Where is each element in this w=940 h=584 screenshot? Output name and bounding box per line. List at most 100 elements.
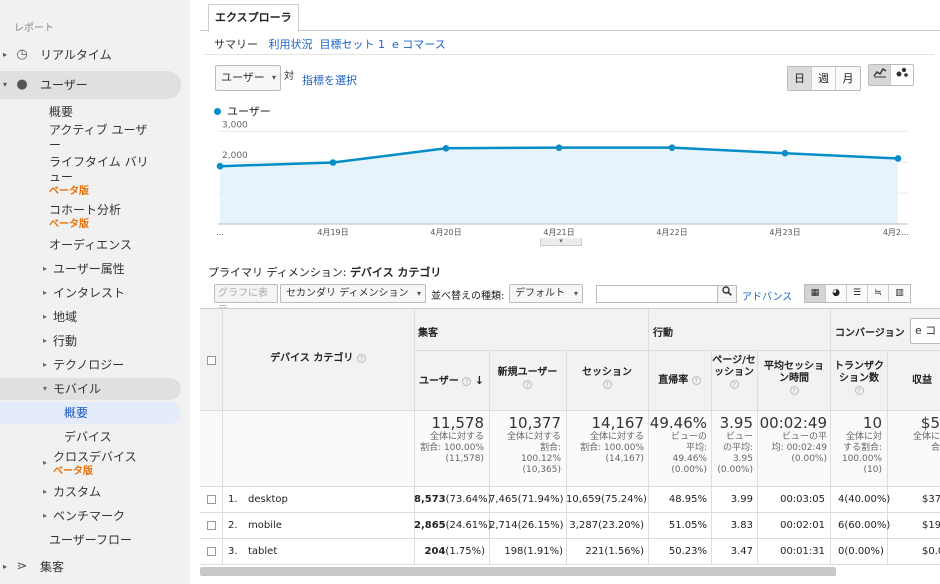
sidebar-item-demographics[interactable]: ▸ ユーザー属性 [0, 258, 190, 280]
caret-right-icon: ▸ [43, 264, 48, 273]
cell-transactions-pct: (60.00%) [844, 520, 891, 531]
metric-select[interactable]: ユーザー ▾ [215, 65, 281, 91]
cell-bounce-rate: 50.23% [668, 546, 707, 557]
period-week-button[interactable]: 週 [812, 67, 836, 90]
col-revenue[interactable]: 収益 [912, 375, 932, 386]
line-chart-icon[interactable] [869, 65, 891, 85]
total-users-note: (11,578) [445, 454, 484, 464]
row-checkbox[interactable] [207, 495, 216, 504]
select-all-checkbox[interactable] [207, 356, 216, 365]
sidebar-item-overview[interactable]: 概要 [49, 105, 74, 119]
sidebar-item-technology[interactable]: ▸ テクノロジー [0, 354, 190, 376]
subtab-summary[interactable]: サマリー [214, 38, 258, 51]
sidebar-item-cross-device[interactable]: ▸ クロスデバイス ベータ版 [0, 450, 190, 480]
sidebar-item-users[interactable]: ▾ ● ユーザー [0, 71, 181, 99]
sidebar-item-benchmark[interactable]: ▸ ベンチマーク [0, 505, 190, 527]
sidebar-item-geo[interactable]: ▸ 地域 [0, 306, 190, 328]
row-device-link[interactable]: desktop [248, 494, 288, 505]
row-checkbox[interactable] [207, 521, 216, 530]
row-device-link[interactable]: tablet [248, 546, 278, 557]
x-tick-label: 4月20日 [430, 228, 461, 237]
help-icon[interactable]: ? [854, 385, 864, 395]
col-new-users[interactable]: 新規ユーザー? [489, 367, 566, 391]
total-avg-duration-note: ビューの平 [781, 432, 827, 442]
sidebar-item-cohort[interactable]: コホート分析 ベータ版 [0, 203, 190, 233]
total-avg-duration-note: (0.00%) [791, 454, 827, 464]
subtab-ecommerce[interactable]: e コマース [392, 38, 446, 51]
help-icon[interactable]: ? [602, 379, 612, 389]
sidebar-item-realtime[interactable]: ▸ ◷ リアルタイム [0, 41, 190, 69]
row-device-link[interactable]: mobile [248, 520, 282, 531]
sidebar-item-acquisition[interactable]: ▸ ⋗ 集客 [0, 553, 190, 581]
performance-view-icon[interactable]: ☰ [847, 285, 868, 302]
row-checkbox[interactable] [207, 547, 216, 556]
cell-transactions: 6(60.00%) [830, 513, 890, 539]
period-day-button[interactable]: 日 [788, 67, 812, 90]
sidebar-item-mobile[interactable]: ▾ モバイル [0, 378, 181, 400]
help-icon[interactable]: ? [462, 376, 472, 386]
col-users[interactable]: ユーザー ? ↓ [414, 375, 489, 388]
motion-chart-icon[interactable] [891, 65, 913, 85]
sidebar-item-user-flow[interactable]: ユーザーフロー [49, 533, 133, 547]
data-table: デバイス カテゴリ ? 集客 行動 コンバージョン e コ ユーザー ? ↓ 新… [200, 308, 940, 565]
sidebar-item-mobile-devices[interactable]: デバイス [64, 430, 112, 444]
period-month-button[interactable]: 月 [842, 72, 854, 85]
chart-collapse-handle[interactable]: ▾ [540, 238, 582, 246]
data-point[interactable] [216, 162, 224, 170]
col-avg-duration[interactable]: 平均セッション時間? [760, 361, 828, 397]
sidebar-item-interests[interactable]: ▸ インタレスト [0, 282, 190, 304]
total-revenue: $5 全体に 合 [887, 415, 940, 454]
advanced-filter-link[interactable]: アドバンス [742, 292, 793, 303]
pie-view-icon[interactable]: ◕ [826, 285, 847, 302]
help-icon[interactable]: ? [789, 385, 799, 395]
secondary-dimension-select[interactable]: セカンダリ ディメンション ▾ [280, 284, 426, 303]
cell-revenue: $0.0 [922, 546, 940, 557]
data-point[interactable] [329, 159, 337, 166]
cell-new-users: 198(1.91%) [489, 539, 563, 565]
cell-bounce-rate: 51.05% [668, 520, 707, 531]
col-sessions[interactable]: セッション? [566, 367, 648, 391]
help-icon[interactable]: ? [729, 379, 739, 389]
table-view-icon[interactable]: ▦ [805, 285, 826, 302]
tab-explorer[interactable]: エクスプローラ [208, 4, 299, 32]
conversion-select[interactable]: e コ [910, 318, 940, 344]
horizontal-scrollbar[interactable] [200, 567, 836, 576]
sidebar-item-custom[interactable]: ▸ カスタム [0, 481, 190, 503]
cell-avg-duration: 00:02:01 [780, 520, 825, 531]
data-point[interactable] [442, 144, 450, 152]
col-bounce-rate[interactable]: 直帰率 ? [648, 375, 711, 387]
col-pages-session[interactable]: ページ/セッション? [712, 355, 756, 391]
pivot-view-icon[interactable]: ▥ [895, 288, 904, 298]
sidebar-item-active-users[interactable]: アクティブ ユーザー [49, 123, 148, 152]
caret-down-icon: ▾ [43, 384, 48, 393]
data-point[interactable] [781, 149, 789, 157]
data-point[interactable] [555, 144, 563, 151]
caret-right-icon: ▸ [43, 336, 48, 345]
search-icon[interactable] [717, 285, 737, 303]
table-search-input[interactable] [596, 285, 718, 303]
data-point[interactable] [894, 155, 902, 162]
select-metric-link[interactable]: 指標を選択 [302, 74, 357, 87]
dimension-header[interactable]: デバイス カテゴリ ? [222, 353, 414, 365]
total-transactions-note: (10) [863, 465, 882, 475]
sidebar-item-lifetime-value[interactable]: ライフタイム バリュー ベータ版 [0, 155, 190, 201]
total-pages-session: 3.95 ビュー の平均: 3.95 (0.00%) [711, 415, 753, 476]
subtab-usage[interactable]: 利用状況 [268, 38, 313, 51]
sidebar-item-behavior[interactable]: ▸ 行動 [0, 330, 190, 352]
total-new-users: 10,377 全体に対する 割合: 100.12% (10,365) [489, 415, 561, 476]
col-bounce-rate-label: 直帰率 [658, 375, 689, 386]
plot-rows-button[interactable]: グラフに表示 [214, 284, 278, 316]
help-icon[interactable]: ? [691, 375, 701, 385]
subtab-goal-set[interactable]: 目標セット 1 [319, 38, 386, 51]
sidebar-item-audience[interactable]: オーディエンス [49, 238, 132, 252]
data-point[interactable] [668, 144, 676, 151]
sort-type-select[interactable]: デフォルト ▾ [509, 284, 583, 303]
help-icon[interactable]: ? [356, 353, 366, 363]
help-icon[interactable]: ? [523, 379, 532, 389]
clock-icon: ◷ [16, 47, 28, 62]
primary-dimension-value[interactable]: デバイス カテゴリ [349, 266, 442, 279]
sidebar-item-mobile-overview[interactable]: 概要 [0, 402, 181, 424]
comparison-view-icon[interactable]: ≒ [868, 285, 889, 302]
col-transactions[interactable]: トランザクション数 ? [833, 361, 885, 397]
cell-sessions-value: 221 [585, 546, 605, 557]
